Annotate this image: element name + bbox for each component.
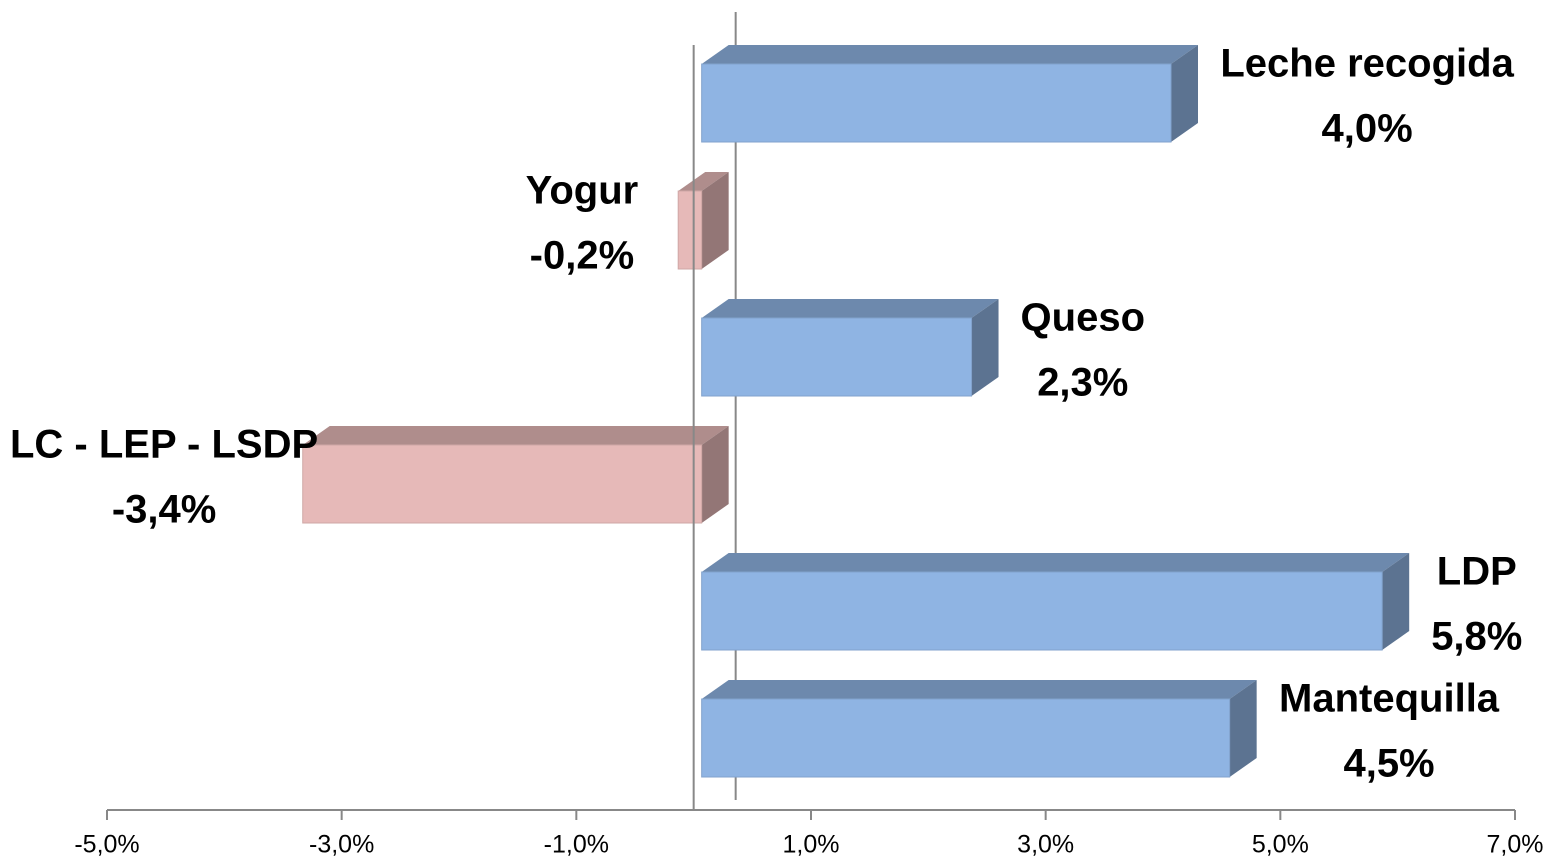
- bar-front: [701, 63, 1172, 143]
- bar-front: [677, 190, 703, 270]
- bar-front: [701, 698, 1231, 778]
- bar-top: [701, 553, 1410, 572]
- bar: [701, 45, 1198, 143]
- x-tick-label: -3,0%: [309, 831, 374, 859]
- bar-side: [971, 299, 999, 396]
- x-tick-label: -5,0%: [74, 831, 139, 859]
- bar-side: [701, 172, 729, 269]
- bar-top: [302, 426, 729, 445]
- category-label: LC - LEP - LSDP: [10, 423, 318, 467]
- value-label: -0,2%: [530, 234, 635, 278]
- bar-side: [701, 426, 729, 523]
- x-tick-label: 7,0%: [1487, 831, 1544, 859]
- x-tick-label: 3,0%: [1017, 831, 1074, 859]
- bar: [677, 172, 729, 270]
- bar: [302, 426, 729, 524]
- category-label: Yogur: [526, 169, 639, 213]
- bar: [701, 553, 1410, 651]
- x-tick-label: 1,0%: [783, 831, 840, 859]
- x-tick-label: -1,0%: [544, 831, 609, 859]
- bar-top: [701, 45, 1198, 64]
- category-label: Mantequilla: [1279, 677, 1500, 721]
- value-label: 5,8%: [1431, 615, 1522, 659]
- bar: [701, 299, 999, 397]
- bar-front: [701, 317, 973, 397]
- bar: [701, 680, 1257, 778]
- bar-front: [701, 571, 1383, 651]
- category-label: Leche recogida: [1220, 42, 1514, 86]
- category-label: Queso: [1021, 296, 1145, 340]
- value-label: 4,5%: [1343, 742, 1434, 786]
- bar-front: [302, 444, 703, 524]
- category-label: LDP: [1437, 550, 1517, 594]
- value-label: 4,0%: [1322, 107, 1413, 151]
- bar-side: [1382, 553, 1410, 650]
- value-label: 2,3%: [1037, 361, 1128, 405]
- bar-top: [701, 299, 999, 318]
- bar-side: [1229, 680, 1257, 777]
- bar-side: [1171, 45, 1198, 142]
- bar-top: [678, 172, 729, 191]
- value-label: -3,4%: [112, 488, 217, 532]
- bar-top: [701, 680, 1257, 699]
- x-tick-label: 5,0%: [1252, 831, 1309, 859]
